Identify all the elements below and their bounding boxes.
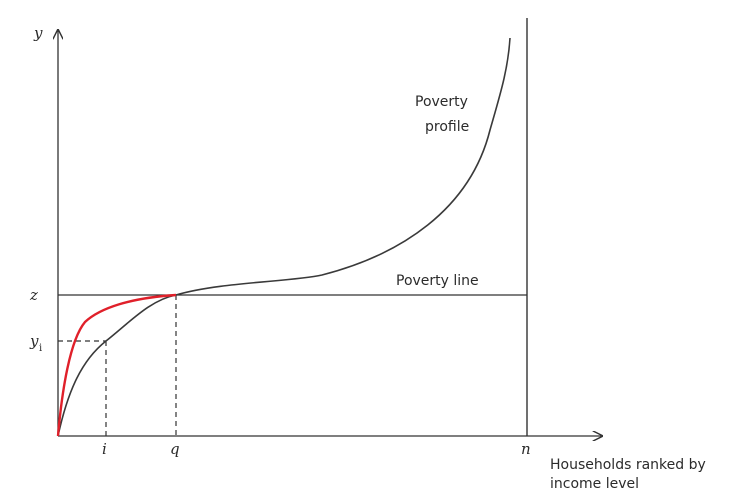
poverty-profile-curve <box>57 37 511 437</box>
q-tick-label: q <box>170 440 180 458</box>
y-axis-label: y <box>33 24 43 42</box>
x-axis-label-line1: Households ranked by <box>550 457 706 473</box>
poverty-profile-label-line2: profile <box>425 119 469 135</box>
yi-label: y <box>29 332 39 350</box>
n-tick-label: n <box>521 440 531 458</box>
poverty-line-label: Poverty line <box>396 273 479 289</box>
x-axis-label-line2: income level <box>550 476 639 492</box>
i-tick-label: i <box>102 440 107 458</box>
red-highlight-curve <box>56 293 177 437</box>
poverty-profile-label-line1: Poverty <box>415 94 468 110</box>
yi-subscript: i <box>39 343 42 354</box>
z-label: z <box>29 286 38 304</box>
